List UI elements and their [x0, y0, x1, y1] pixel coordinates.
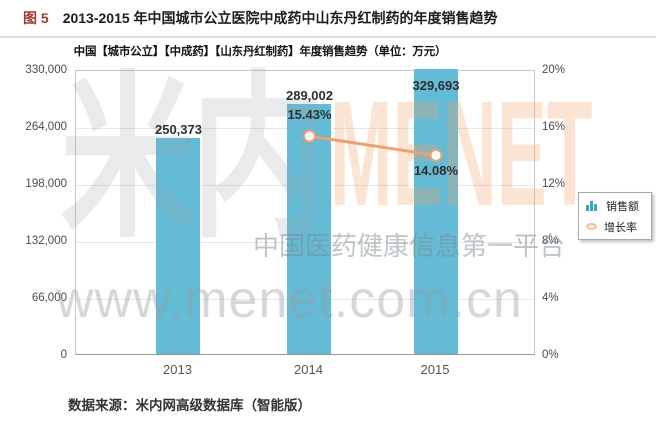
bar-2014: [287, 104, 332, 354]
growth-rate-label: 14.08%: [413, 163, 459, 179]
bar-value-label: 289,002: [285, 88, 333, 104]
y-axis-right-tick: 0%: [542, 349, 559, 361]
y-axis-right-tick: 4%: [542, 292, 559, 304]
y-axis-right-tick: 8%: [542, 235, 559, 247]
line-marker-icon: [586, 223, 597, 230]
figure-title: 2013-2015 年中国城市公立医院中成药中山东丹红制药的年度销售趋势: [62, 10, 498, 26]
y-axis-left-tick: 330,000: [25, 64, 67, 76]
growth-rate-label: 15.43%: [287, 107, 332, 123]
y-axis-left-tick: 198,000: [25, 178, 67, 190]
x-axis-label-2014: 2014: [294, 362, 323, 377]
bar-2013: [156, 137, 201, 354]
legend-item-sales: 销售额: [586, 198, 651, 214]
chart-title: 中国【城市公立】【中成药】【山东丹红制药】年度销售趋势（单位：万元）: [73, 46, 447, 58]
bar-chart-icon: [586, 200, 599, 211]
legend-box: 销售额 增长率: [578, 192, 652, 240]
figure-header: 图 5 2013-2015 年中国城市公立医院中成药中山东丹红制药的年度销售趋势: [23, 8, 643, 28]
legend-item-growth: 增长率: [586, 219, 651, 235]
y-axis-left-tick: 0: [60, 349, 67, 361]
y-axis-left-tick: 132,000: [25, 235, 67, 247]
data-source: 数据来源：米内网高级数据库（智能版）: [68, 398, 311, 413]
x-axis-label-2015: 2015: [420, 362, 450, 377]
bar-2015: [413, 69, 458, 354]
growth-marker-2014: [302, 129, 316, 143]
figure-number-label: 图 5: [23, 10, 49, 26]
y-axis-left-tick: 66,000: [31, 292, 67, 304]
legend-growth-label: 增长率: [604, 221, 637, 234]
bar-value-label: 329,693: [412, 78, 460, 94]
y-axis-right-tick: 20%: [542, 64, 566, 76]
x-axis-label-2013: 2013: [163, 362, 192, 377]
plot-area: 250,373 289,002 329,693 15.43% 14.08%: [75, 69, 535, 355]
header-divider: [0, 36, 656, 38]
growth-marker-2015: [429, 148, 443, 162]
growth-rate-line: [302, 129, 443, 162]
legend-sales-label: 销售额: [606, 200, 639, 213]
y-axis-left-tick: 264,000: [25, 121, 67, 133]
y-axis-right-tick: 12%: [542, 178, 566, 190]
y-axis-right-tick: 16%: [542, 121, 566, 133]
bar-value-label: 250,373: [154, 121, 202, 137]
